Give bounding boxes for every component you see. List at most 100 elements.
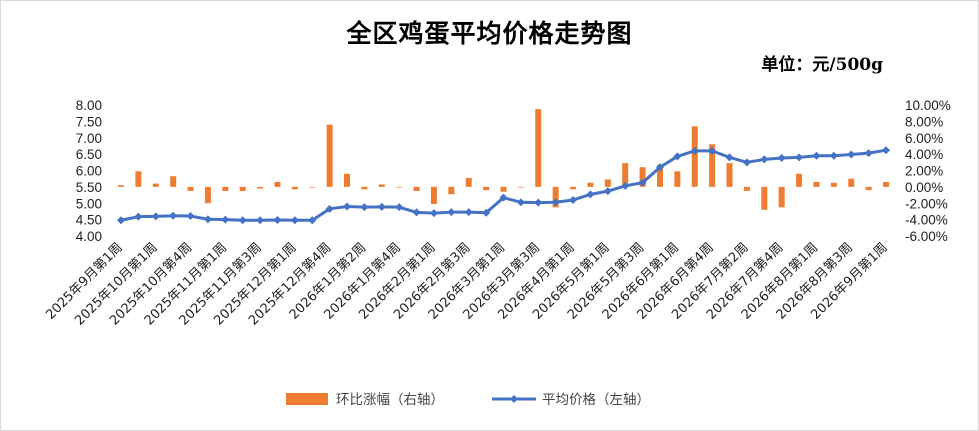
line-marker xyxy=(882,146,890,155)
line-marker xyxy=(464,208,473,217)
right-tick-label: 2.00% xyxy=(905,164,943,179)
line-marker xyxy=(742,158,751,167)
bar xyxy=(813,181,820,187)
bar xyxy=(396,186,403,188)
line-marker xyxy=(777,154,786,163)
bar xyxy=(830,182,837,187)
bar-series xyxy=(118,109,889,210)
left-axis: 4.004.50 5.005.506.00 6.507.00 7.508.00 xyxy=(76,98,102,244)
bar xyxy=(222,186,229,191)
line-marker xyxy=(690,146,699,155)
bar xyxy=(865,186,872,191)
line-marker xyxy=(325,204,334,213)
bar xyxy=(257,186,264,189)
line-marker xyxy=(290,216,299,225)
bar xyxy=(796,173,803,187)
line-marker xyxy=(708,146,717,155)
line-marker xyxy=(429,209,438,218)
line-marker xyxy=(134,212,143,221)
line-marker xyxy=(603,187,612,196)
legend: 环比涨幅（右轴） 平均价格（左轴） xyxy=(286,392,650,408)
line-marker xyxy=(377,202,386,211)
bar xyxy=(483,186,490,191)
bar xyxy=(239,186,246,191)
bar xyxy=(604,179,611,187)
line-marker xyxy=(638,178,647,187)
line-marker xyxy=(534,198,543,207)
bar xyxy=(291,186,298,190)
right-tick-label: 0.00% xyxy=(905,180,943,195)
left-tick-label: 6.50 xyxy=(76,147,102,162)
line-marker xyxy=(186,212,195,221)
line-marker xyxy=(395,203,404,212)
line-marker xyxy=(586,190,595,199)
right-tick-label: 8.00% xyxy=(905,114,943,129)
bar xyxy=(448,186,455,195)
legend-bar-swatch xyxy=(286,393,328,405)
line-marker xyxy=(203,215,212,224)
left-tick-label: 6.00 xyxy=(76,164,102,179)
bar xyxy=(378,184,385,187)
line-marker xyxy=(308,216,317,225)
line-marker xyxy=(360,203,369,212)
left-tick-label: 5.50 xyxy=(76,180,102,195)
chart-title: 全区鸡蛋平均价格走势图 xyxy=(346,19,633,48)
legend-line-label: 平均价格（左轴） xyxy=(542,392,650,408)
line-marker xyxy=(569,195,578,204)
line-marker xyxy=(169,211,178,220)
right-tick-label: -4.00% xyxy=(905,213,948,228)
bar xyxy=(152,183,159,187)
line-marker xyxy=(847,150,856,159)
bar xyxy=(552,186,559,208)
legend-line-marker xyxy=(510,395,518,403)
line-marker xyxy=(812,151,821,160)
bar xyxy=(848,178,855,187)
bar xyxy=(135,171,142,187)
unit-label: 单位：元/500g xyxy=(761,55,883,75)
bar xyxy=(656,164,663,187)
bar xyxy=(187,186,194,191)
line-marker xyxy=(795,153,804,162)
line-marker xyxy=(621,181,630,190)
line-marker xyxy=(117,216,125,225)
line-marker xyxy=(673,152,682,161)
left-tick-label: 7.00 xyxy=(76,131,102,146)
line-series xyxy=(117,146,890,225)
bar xyxy=(500,186,507,192)
line-marker xyxy=(273,215,282,224)
left-tick-label: 5.00 xyxy=(76,196,102,211)
bar xyxy=(118,185,124,187)
bar xyxy=(170,176,177,187)
line-marker xyxy=(829,151,838,160)
bar xyxy=(570,186,577,190)
line-marker xyxy=(482,208,491,217)
line-marker xyxy=(551,198,560,207)
bar xyxy=(883,181,889,187)
line-marker xyxy=(516,198,525,207)
bar xyxy=(535,109,542,187)
right-axis: -6.00%-4.00% -2.00%0.00%2.00% 4.00%6.00% 8.… xyxy=(905,98,951,244)
left-tick-label: 4.50 xyxy=(76,213,102,228)
right-tick-label: -6.00% xyxy=(905,229,948,244)
legend-bar-label: 环比涨幅（右轴） xyxy=(336,392,444,408)
right-tick-label: 4.00% xyxy=(905,147,943,162)
bar xyxy=(639,167,646,187)
bar xyxy=(344,173,351,187)
line-marker xyxy=(447,208,456,217)
line-marker xyxy=(760,155,769,164)
left-tick-label: 8.00 xyxy=(76,98,102,113)
line-path xyxy=(120,148,887,222)
bar xyxy=(465,177,472,187)
bar xyxy=(430,186,437,205)
bar xyxy=(743,186,750,191)
line-marker xyxy=(256,216,265,225)
line-marker xyxy=(655,163,664,172)
bar xyxy=(326,124,333,187)
x-axis: 2025年9月第1周2025年10月第1周2025年10月第4周2025年11月… xyxy=(43,240,890,328)
bar xyxy=(709,144,716,187)
left-tick-label: 7.50 xyxy=(76,114,102,129)
line-marker xyxy=(864,149,873,158)
line-marker xyxy=(221,215,230,224)
line-marker xyxy=(725,153,734,162)
